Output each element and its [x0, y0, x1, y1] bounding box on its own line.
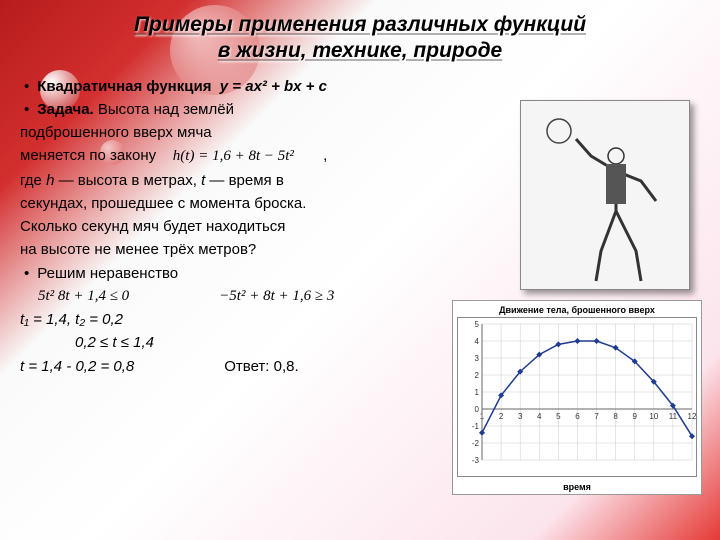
- quadratic-formula: y = ax² + bx + c: [220, 75, 327, 98]
- illustration-player: [520, 100, 690, 290]
- svg-text:7: 7: [594, 412, 599, 421]
- height-formula: h(t) = 1,6 + 8t − 5t²: [173, 148, 294, 164]
- chart-area: -3-2-1012345123456789101112: [457, 317, 697, 477]
- title-line2: в жизни, технике, природе: [218, 39, 502, 62]
- bullet-icon: •: [24, 262, 29, 285]
- svg-text:-3: -3: [472, 456, 480, 465]
- svg-text:11: 11: [669, 412, 678, 421]
- text: — время в: [205, 172, 284, 189]
- ineq-left: 5t² 8t + 1,4 ≤ 0: [38, 285, 129, 308]
- svg-text:12: 12: [688, 412, 697, 421]
- bullet-icon: •: [24, 98, 29, 121]
- solve-label: Решим неравенство: [37, 262, 178, 285]
- text: где: [20, 172, 46, 189]
- svg-text:5: 5: [475, 320, 480, 329]
- calc: t = 1,4 - 0,2 = 0,8: [20, 355, 134, 378]
- task-label: Задача.: [37, 98, 93, 121]
- chart-xlabel: время: [563, 482, 591, 492]
- svg-text:8: 8: [613, 412, 618, 421]
- bullet-icon: •: [24, 75, 29, 98]
- svg-text:1: 1: [475, 388, 480, 397]
- svg-text:9: 9: [633, 412, 638, 421]
- svg-text:-1: -1: [472, 422, 480, 431]
- quadratic-label: Квадратичная функция: [37, 75, 211, 98]
- title-line1: Примеры применения различных функций: [134, 13, 586, 36]
- slide-title: Примеры применения различных функций в ж…: [20, 12, 700, 65]
- svg-text:6: 6: [575, 412, 580, 421]
- svg-text:2: 2: [499, 412, 504, 421]
- svg-text:4: 4: [475, 337, 480, 346]
- task-tail: Высота над землёй: [98, 98, 234, 121]
- text: — высота в метрах,: [54, 172, 201, 189]
- footer-credit: fppt.com: [8, 526, 43, 536]
- svg-text:-2: -2: [472, 439, 480, 448]
- svg-text:2: 2: [475, 371, 480, 380]
- ineq-right: −5t² + 8t + 1,6 ≥ 3: [219, 285, 334, 308]
- svg-text:5: 5: [556, 412, 561, 421]
- answer: Ответ: 0,8.: [224, 355, 298, 378]
- chart-title: Движение тела, брошенного вверх: [457, 305, 697, 315]
- text: меняется по закону: [20, 147, 156, 164]
- svg-text:10: 10: [649, 412, 658, 421]
- svg-text:4: 4: [537, 412, 542, 421]
- svg-text:3: 3: [475, 354, 480, 363]
- bullet-quadratic: • Квадратичная функция y = ax² + bx + c: [20, 75, 700, 98]
- chart-box: Движение тела, брошенного вверх -3-2-101…: [452, 300, 702, 495]
- svg-text:3: 3: [518, 412, 523, 421]
- text: ,: [323, 147, 327, 164]
